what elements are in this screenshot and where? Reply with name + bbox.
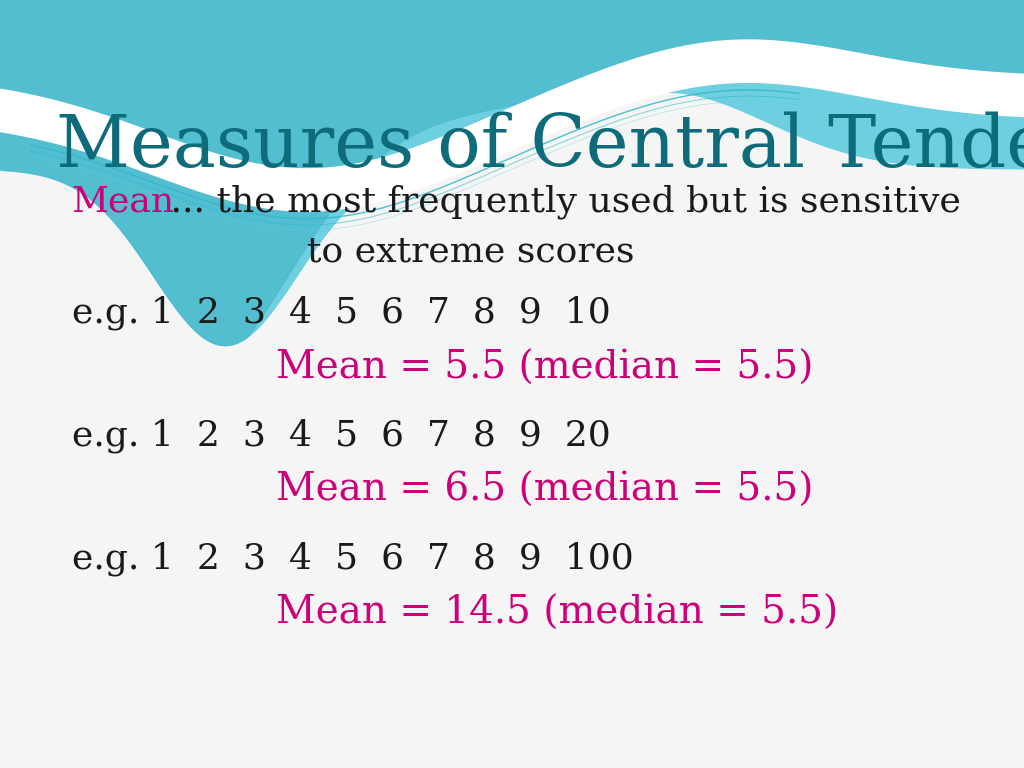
- Text: Measures of Central Tendency: Measures of Central Tendency: [56, 111, 1024, 183]
- Text: Mean = 14.5 (median = 5.5): Mean = 14.5 (median = 5.5): [276, 595, 839, 632]
- Text: e.g. 1  2  3  4  5  6  7  8  9  20: e.g. 1 2 3 4 5 6 7 8 9 20: [72, 419, 610, 453]
- Text: Mean = 6.5 (median = 5.5): Mean = 6.5 (median = 5.5): [276, 472, 814, 509]
- Text: e.g. 1  2  3  4  5  6  7  8  9  100: e.g. 1 2 3 4 5 6 7 8 9 100: [72, 541, 634, 576]
- Text: Mean: Mean: [72, 184, 175, 218]
- Text: e.g. 1  2  3  4  5  6  7  8  9  10: e.g. 1 2 3 4 5 6 7 8 9 10: [72, 296, 610, 330]
- Text: ... the most frequently used but is sensitive: ... the most frequently used but is sens…: [159, 184, 961, 219]
- Text: Mean = 5.5 (median = 5.5): Mean = 5.5 (median = 5.5): [276, 349, 814, 386]
- Text: to extreme scores: to extreme scores: [307, 234, 635, 268]
